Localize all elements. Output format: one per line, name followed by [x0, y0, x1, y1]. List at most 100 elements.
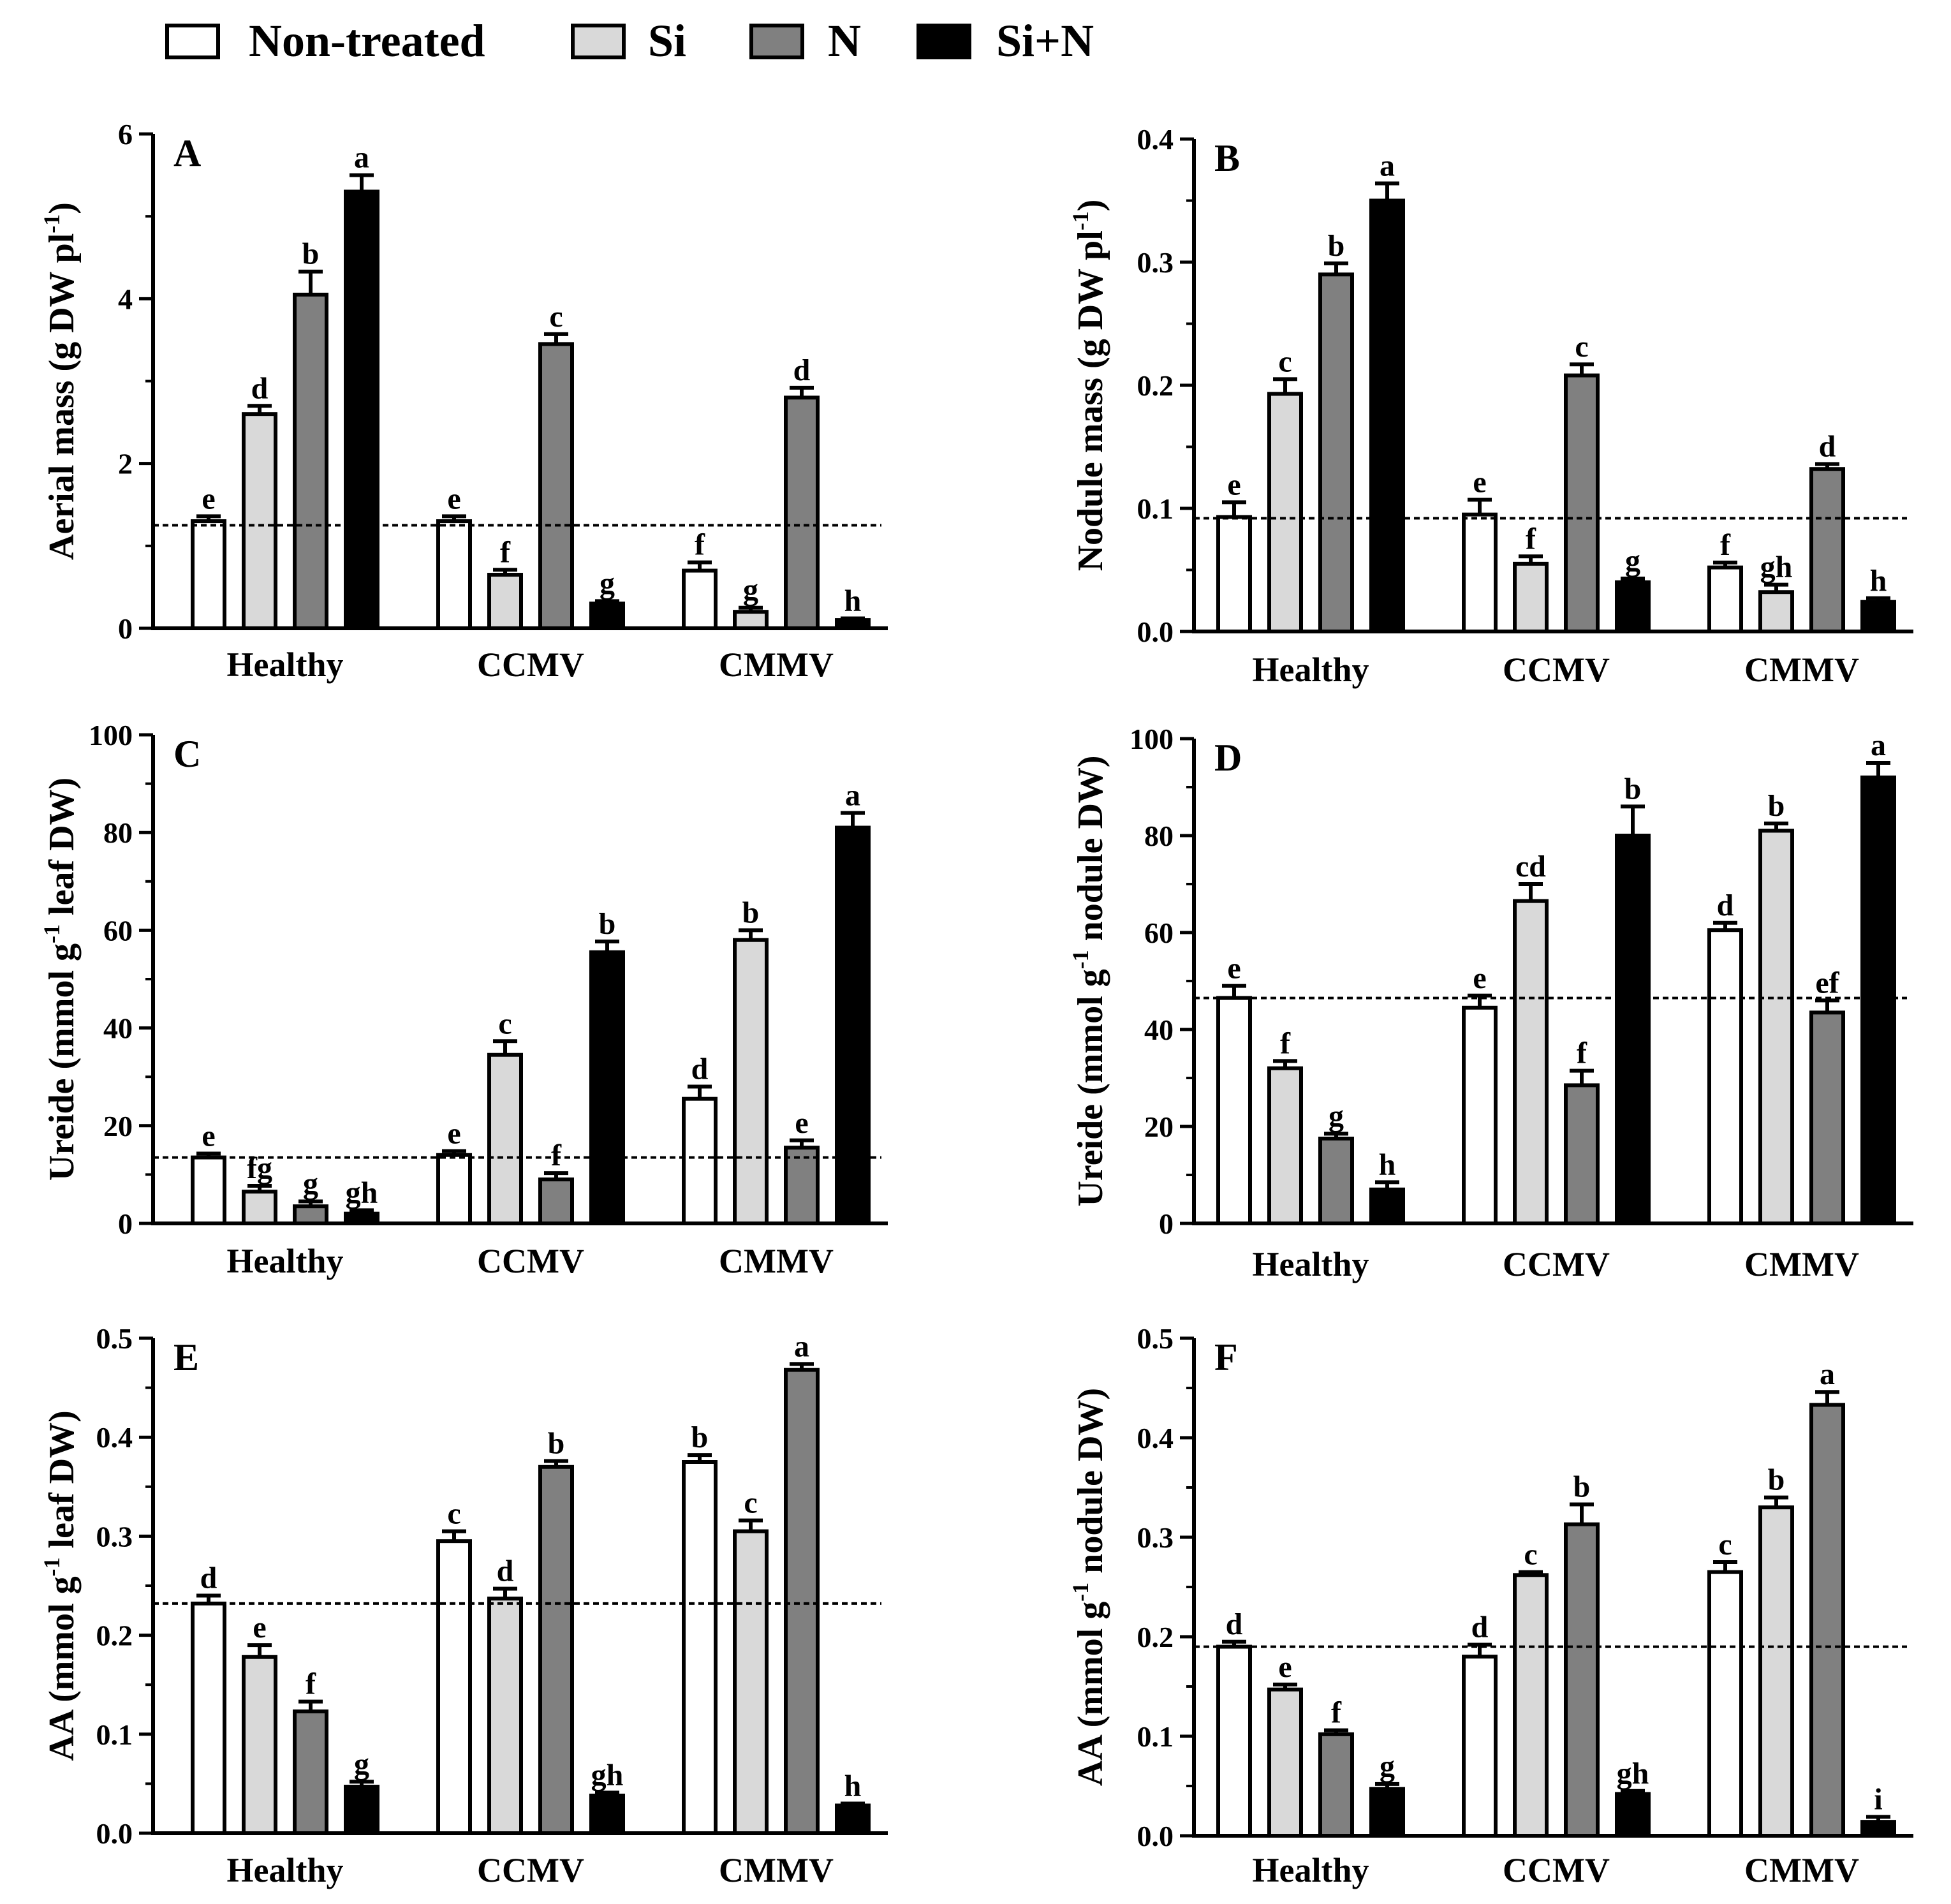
bar-f-cmmv-2 [1809, 1403, 1845, 1838]
legend-swatch-si-n [917, 24, 971, 59]
bar-e-cmmv-1 [733, 1529, 769, 1835]
bar-d-healthy-1 [1267, 1066, 1303, 1225]
y-axis-label: Aerial mass (g DW pl-1) [39, 202, 82, 560]
x-category-label: CMMV [719, 1851, 834, 1889]
bar-a-ccmv-1 [487, 573, 523, 631]
bar-a-healthy-3 [344, 189, 379, 630]
y-tick-label: 80 [103, 816, 133, 849]
bar-d-healthy-0 [1216, 996, 1252, 1225]
significance-letter: e [1227, 468, 1241, 501]
bar-b-cmmv-1 [1758, 590, 1794, 633]
y-tick-label: 0.0 [1137, 1820, 1174, 1852]
panel-d-chart: 0 20 40 60 80 100 Ureide (mmol g-1 nodule DW) D… [1068, 723, 1913, 1283]
bar-c-ccmv-3 [589, 950, 625, 1225]
panel-letter: D [1214, 737, 1242, 779]
significance-letter: g [354, 1747, 369, 1781]
y-tick-label: 0.2 [96, 1620, 133, 1652]
bar-e-healthy-3 [344, 1785, 379, 1836]
chart-legend: Non-treated Si N Si+N [0, 0, 1951, 83]
significance-letter: f [1331, 1696, 1342, 1730]
significance-letter: e [1227, 952, 1241, 985]
bar-b-ccmv-1 [1513, 561, 1549, 633]
significance-letter: a [1871, 728, 1886, 762]
bar-e-cmmv-2 [784, 1368, 820, 1835]
panel-letter: E [173, 1336, 199, 1378]
bar-d-ccmv-0 [1462, 1005, 1498, 1225]
bar-d-ccmv-1 [1513, 899, 1549, 1225]
legend-label-non-treated: Non-treated [249, 15, 485, 66]
y-tick-label: 0.2 [1137, 1621, 1174, 1653]
bar-b-healthy-1 [1267, 392, 1303, 633]
bar-d-ccmv-2 [1564, 1083, 1600, 1226]
significance-letter: d [1717, 889, 1734, 922]
significance-letter: a [354, 141, 369, 175]
y-axis-label: Ureide (mmol g-1 nodule DW) [1068, 755, 1110, 1206]
x-category-label: Healthy [1253, 1245, 1369, 1283]
significance-letter: g [1380, 1750, 1395, 1783]
bar-f-ccmv-3 [1615, 1792, 1651, 1838]
significance-letter: d [691, 1052, 709, 1086]
bar-c-cmmv-0 [682, 1096, 718, 1225]
bar-c-ccmv-0 [436, 1153, 472, 1226]
bar-b-cmmv-2 [1809, 467, 1845, 633]
panel-f-chart: 0.0 0.1 0.2 0.3 0.4 0.5 AA (mmol g-1 nodule DW… [1068, 1322, 1913, 1889]
significance-letter: c [498, 1007, 512, 1040]
y-tick-label: 0.3 [96, 1520, 133, 1553]
significance-letter: b [1624, 772, 1642, 806]
y-tick-label: 0 [118, 612, 133, 645]
panel-letter: A [173, 132, 201, 174]
bar-b-ccmv-3 [1615, 580, 1651, 633]
significance-letter: d [1226, 1607, 1243, 1641]
y-tick-label: 20 [103, 1110, 133, 1142]
significance-letter: b [1328, 229, 1345, 263]
bar-d-ccmv-3 [1615, 834, 1651, 1225]
bar-c-ccmv-2 [538, 1177, 574, 1225]
significance-letter: e [447, 1117, 460, 1151]
significance-letter: h [844, 1769, 862, 1803]
legend-swatch-si [571, 24, 626, 59]
significance-letter: h [1870, 564, 1887, 598]
bar-c-healthy-3 [344, 1211, 379, 1225]
y-tick-label: 0 [118, 1207, 133, 1240]
bar-b-healthy-2 [1318, 272, 1354, 633]
y-tick-label: 0.3 [1137, 1521, 1174, 1554]
bar-a-cmmv-1 [733, 610, 769, 631]
bar-f-cmmv-1 [1758, 1505, 1794, 1838]
significance-letter: d [497, 1554, 514, 1588]
significance-letter: b [691, 1421, 709, 1454]
significance-letter: gh [591, 1758, 624, 1792]
bar-f-cmmv-3 [1860, 1820, 1896, 1838]
y-tick-label: 0 [1159, 1207, 1174, 1240]
bar-b-cmmv-0 [1707, 565, 1743, 634]
bar-f-healthy-3 [1369, 1787, 1405, 1838]
significance-letter: a [794, 1329, 809, 1363]
panel-e-chart: 0.0 0.1 0.2 0.3 0.4 0.5 AA (mmol g-1 leaf DW) E… [39, 1322, 888, 1889]
x-category-label: Healthy [1253, 1851, 1369, 1889]
bar-f-healthy-2 [1318, 1732, 1354, 1838]
significance-letter: e [1473, 961, 1486, 995]
significance-letter: g [303, 1167, 318, 1201]
bar-d-cmmv-1 [1758, 829, 1794, 1225]
y-tick-label: 60 [103, 914, 133, 947]
x-category-label: Healthy [227, 1242, 344, 1280]
x-category-label: CMMV [719, 1242, 834, 1280]
y-tick-label: 0.4 [1137, 123, 1174, 156]
bar-d-healthy-2 [1318, 1137, 1354, 1225]
significance-letter: d [1471, 1610, 1489, 1644]
bar-f-cmmv-0 [1707, 1570, 1743, 1838]
significance-letter: c [549, 300, 563, 334]
y-tick-label: 0.0 [96, 1817, 133, 1850]
bar-a-healthy-0 [191, 519, 226, 630]
panel-letter: F [1214, 1336, 1238, 1378]
significance-letter: gh [1760, 550, 1793, 584]
bar-c-healthy-1 [242, 1190, 277, 1226]
significance-letter: e [253, 1611, 266, 1644]
significance-letter: i [1874, 1782, 1882, 1816]
y-tick-label: 0.2 [1137, 369, 1174, 402]
y-axis-label: Nodule mass (g DW pl-1) [1068, 200, 1110, 572]
significance-letter: e [202, 482, 215, 515]
significance-letter: h [844, 584, 862, 618]
y-tick-label: 0.5 [96, 1322, 133, 1355]
panel-b-chart: 0.0 0.1 0.2 0.3 0.4 Nodule mass (g DW pl-1) Be… [1068, 123, 1913, 689]
